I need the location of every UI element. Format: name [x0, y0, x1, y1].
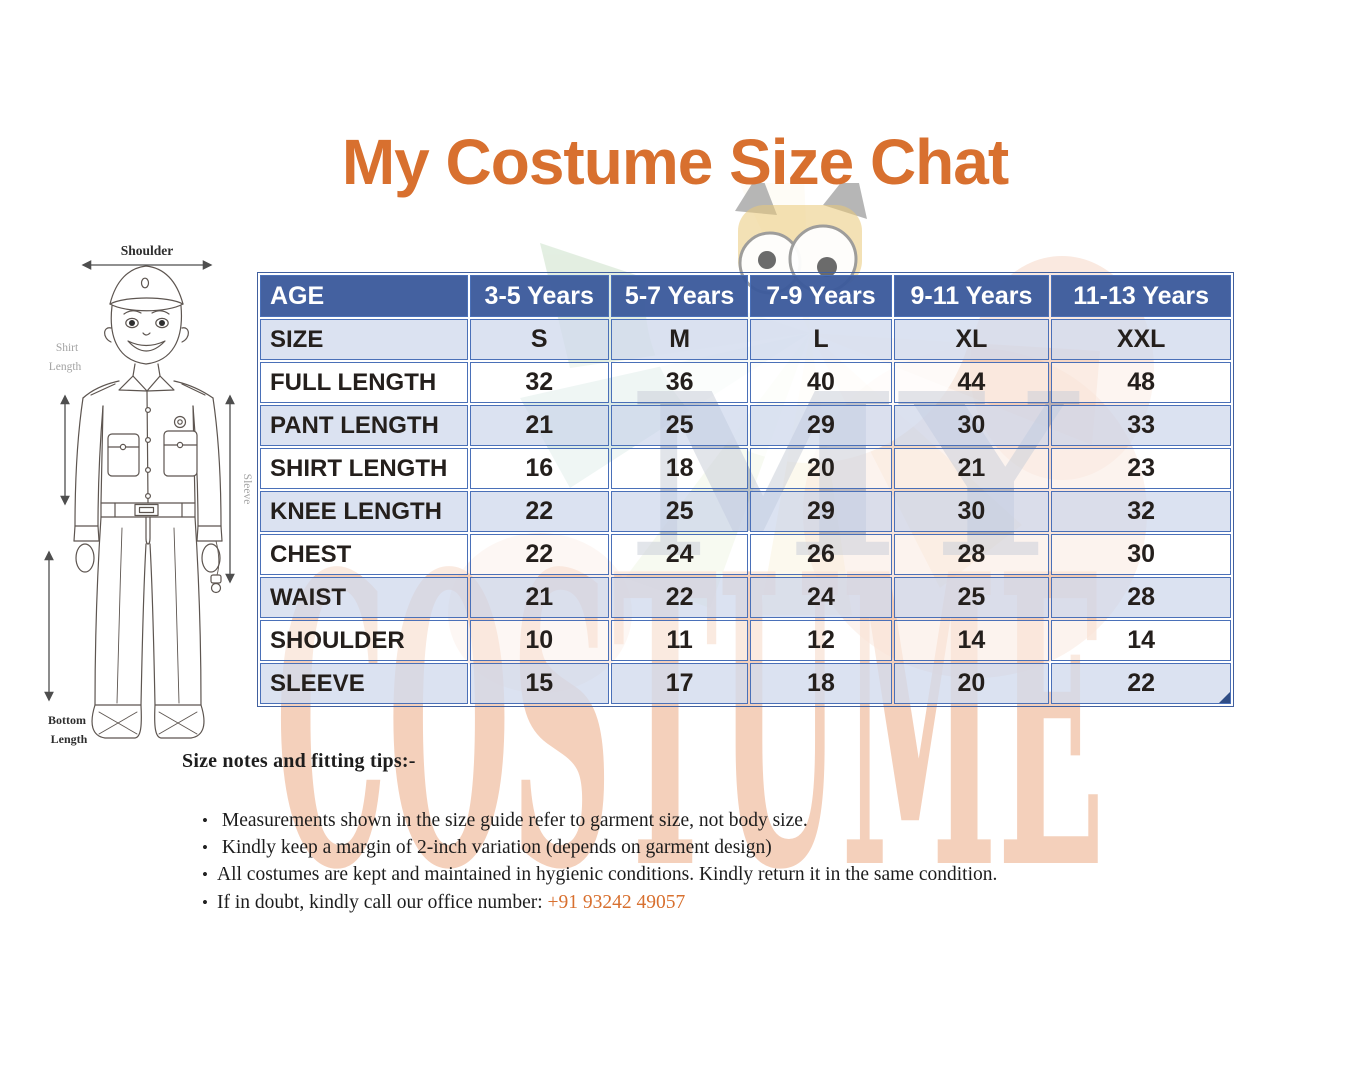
value-cell: 14 — [893, 620, 1050, 661]
value-cell: 23 — [1051, 448, 1231, 489]
value-cell: 10 — [469, 620, 609, 661]
value-cell: 14 — [1051, 620, 1231, 661]
value-cell: 20 — [750, 448, 892, 489]
value-cell: 32 — [469, 362, 609, 403]
value-cell: 26 — [750, 534, 892, 575]
value-cell: 30 — [1051, 534, 1231, 575]
row-label-cell: SIZE — [260, 319, 468, 360]
note-item: Measurements shown in the size guide ref… — [202, 807, 1222, 834]
shirt-length-label-line1: Shirt — [56, 342, 79, 354]
size-table-head: AGE 3-5 Years 5-7 Years 7-9 Years 9-11 Years… — [260, 275, 1231, 317]
sleeve-label: Sleeve — [241, 474, 253, 505]
value-cell: 12 — [750, 620, 892, 661]
note-item: If in doubt, kindly call our office numb… — [202, 889, 1222, 916]
value-cell: 25 — [610, 491, 749, 532]
notes-heading: Size notes and fitting tips:- — [182, 750, 416, 772]
value-cell: 16 — [469, 448, 609, 489]
value-cell: 40 — [750, 362, 892, 403]
table-row: CHEST 22 24 26 28 30 — [260, 534, 1231, 575]
value-cell: 32 — [1051, 491, 1231, 532]
note-item: All costumes are kept and maintained in … — [202, 861, 1222, 888]
value-cell: 25 — [893, 577, 1050, 618]
value-cell: 18 — [750, 663, 892, 704]
value-cell: 25 — [610, 405, 749, 446]
note-item: Kindly keep a margin of 2-inch variation… — [202, 834, 1222, 861]
table-row: SHIRT LENGTH 16 18 20 21 23 — [260, 448, 1231, 489]
value-cell: 20 — [893, 663, 1050, 704]
value-cell: 21 — [893, 448, 1050, 489]
row-label-cell: PANT LENGTH — [260, 405, 468, 446]
row-label-cell: SLEEVE — [260, 663, 468, 704]
row-label-cell: SHIRT LENGTH — [260, 448, 468, 489]
value-cell: 22 — [610, 577, 749, 618]
value-cell: 24 — [750, 577, 892, 618]
value-cell: 22 — [469, 491, 609, 532]
value-cell: 21 — [469, 577, 609, 618]
note-text: Kindly keep a margin of 2-inch variation… — [217, 837, 772, 859]
value-cell: M — [610, 319, 749, 360]
value-cell: 24 — [610, 534, 749, 575]
size-table-container: AGE 3-5 Years 5-7 Years 7-9 Years 9-11 Years… — [257, 272, 1234, 707]
value-cell: 18 — [610, 448, 749, 489]
value-cell: XXL — [1051, 319, 1231, 360]
value-cell: XL — [893, 319, 1050, 360]
shoulder-label: Shoulder — [121, 243, 174, 258]
row-label-cell: FULL LENGTH — [260, 362, 468, 403]
boy-drawing — [73, 265, 223, 739]
table-row: SHOULDER 10 11 12 14 14 — [260, 620, 1231, 661]
table-corner-handle — [1219, 692, 1230, 703]
table-row: KNEE LENGTH 22 25 29 30 32 — [260, 491, 1231, 532]
value-cell: 29 — [750, 405, 892, 446]
notes-list: Measurements shown in the size guide ref… — [182, 807, 1222, 916]
page-title: My Costume Size Chat — [341, 126, 1009, 198]
table-row: WAIST 21 22 24 25 28 — [260, 577, 1231, 618]
age-header-cell: AGE — [260, 275, 468, 317]
size-table-body: SIZE S M L XL XXL FULL LENGTH 32 36 40 44 48 PANT LE… — [260, 319, 1231, 704]
value-cell: 36 — [610, 362, 749, 403]
shirt-length-label-line2: Length — [49, 361, 82, 373]
value-cell: 22 — [1051, 663, 1231, 704]
value-cell: L — [750, 319, 892, 360]
phone-number: +91 93242 49057 — [547, 891, 686, 913]
value-cell: S — [469, 319, 609, 360]
bottom-length-label-line1: Bottom — [48, 713, 86, 727]
age-column-header: 5-7 Years — [610, 275, 749, 317]
value-cell: 33 — [1051, 405, 1231, 446]
value-cell: 29 — [750, 491, 892, 532]
age-column-header: 3-5 Years — [469, 275, 609, 317]
value-cell: 22 — [469, 534, 609, 575]
age-column-header: 7-9 Years — [750, 275, 892, 317]
size-notes-section: Size notes and fitting tips:- Measuremen… — [182, 750, 1222, 916]
value-cell: 44 — [893, 362, 1050, 403]
note-text: Measurements shown in the size guide ref… — [217, 810, 808, 831]
note-text: If in doubt, kindly call our office numb… — [217, 891, 548, 913]
value-cell: 17 — [610, 663, 749, 704]
value-cell: 15 — [469, 663, 609, 704]
age-column-header: 11-13 Years — [1051, 275, 1231, 317]
row-label-cell: CHEST — [260, 534, 468, 575]
age-column-header: 9-11 Years — [893, 275, 1050, 317]
value-cell: 28 — [1051, 577, 1231, 618]
bottom-length-label-line2: Length — [51, 732, 88, 746]
value-cell: 30 — [893, 491, 1050, 532]
value-cell: 21 — [469, 405, 609, 446]
value-cell: 11 — [610, 620, 749, 661]
row-label-cell: SHOULDER — [260, 620, 468, 661]
table-row: SIZE S M L XL XXL — [260, 319, 1231, 360]
value-cell: 30 — [893, 405, 1050, 446]
value-cell: 48 — [1051, 362, 1231, 403]
size-table: AGE 3-5 Years 5-7 Years 7-9 Years 9-11 Years… — [258, 273, 1233, 706]
table-row: FULL LENGTH 32 36 40 44 48 — [260, 362, 1231, 403]
row-label-cell: WAIST — [260, 577, 468, 618]
value-cell: 28 — [893, 534, 1050, 575]
table-row: PANT LENGTH 21 25 29 30 33 — [260, 405, 1231, 446]
note-text: All costumes are kept and maintained in … — [217, 864, 998, 886]
table-row: SLEEVE 15 17 18 20 22 — [260, 663, 1231, 704]
measurement-figure: Shoulder — [44, 243, 253, 746]
header-row: AGE 3-5 Years 5-7 Years 7-9 Years 9-11 Years… — [260, 275, 1231, 317]
row-label-cell: KNEE LENGTH — [260, 491, 468, 532]
